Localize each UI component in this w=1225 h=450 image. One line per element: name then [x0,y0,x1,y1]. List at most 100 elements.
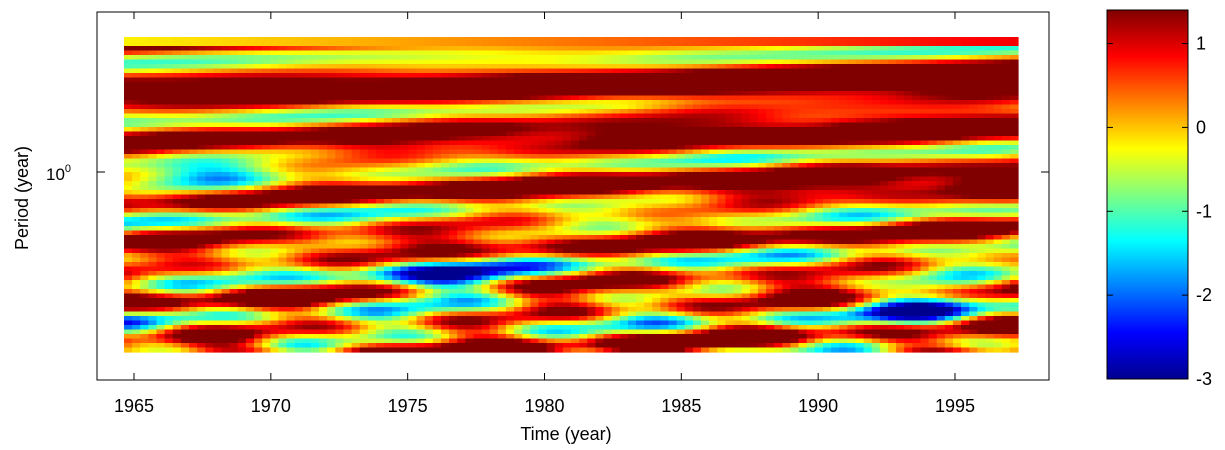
heatmap-cell [887,181,897,187]
heatmap-cell [887,122,897,128]
heatmap-cell [969,145,978,151]
heatmap-cell [554,46,564,52]
heatmap-cell [416,50,426,56]
heatmap-cell [546,41,556,47]
heatmap-cell [400,91,410,97]
heatmap-cell [985,127,995,133]
heatmap-cell [351,221,361,227]
heatmap-cell [538,113,548,119]
heatmap-cell [351,46,361,52]
heatmap-cell [985,212,995,218]
heatmap-cell [286,235,296,241]
heatmap-cell [197,100,206,106]
heatmap-cell [221,140,231,146]
heatmap-cell [319,239,328,245]
heatmap-cell [262,235,271,241]
heatmap-cell [920,149,930,155]
heatmap-cell [871,104,881,110]
heatmap-cell [132,59,141,65]
heatmap-cell [774,50,783,56]
heatmap-cell [1001,190,1011,196]
heatmap-cell [156,46,166,52]
heatmap-cell [863,158,873,164]
heatmap-cell [969,176,978,182]
heatmap-cell [692,82,702,88]
heatmap-cell [652,203,661,209]
heatmap-cell [172,55,182,61]
heatmap-cell [327,154,336,160]
heatmap-cell [522,221,531,227]
heatmap-cell [896,100,905,106]
heatmap-cell [245,122,255,128]
heatmap-cell [936,55,946,61]
heatmap-cell [335,50,345,56]
heatmap-cell [587,122,596,128]
heatmap-cell [367,68,377,74]
heatmap-cell [432,37,442,43]
heatmap-cell [229,86,239,92]
heatmap-cell [489,55,499,61]
heatmap-cell [936,77,946,83]
heatmap-cell [473,163,483,169]
heatmap-cell [774,64,783,70]
heatmap-cell [814,100,824,106]
heatmap-cell [546,95,556,101]
heatmap-cell [904,221,913,227]
heatmap-cell [481,37,491,43]
heatmap-cell [733,167,743,173]
heatmap-cell [879,145,889,151]
heatmap-cell [432,118,442,124]
heatmap-cell [798,235,808,241]
heatmap-cell [505,55,515,61]
heatmap-cell [197,41,206,47]
heatmap-cell [554,59,564,65]
heatmap-cell [229,235,239,241]
heatmap-cell [587,46,596,52]
heatmap-cell [814,208,824,214]
heatmap-cell [440,154,450,160]
heatmap-cell [440,149,450,155]
heatmap-cell [636,208,645,214]
heatmap-cell [440,122,450,128]
heatmap-cell [944,118,954,124]
heatmap-cell [465,46,475,52]
heatmap-cell [546,203,556,209]
heatmap-cell [636,104,645,110]
heatmap-cell [481,203,491,209]
heatmap-cell [335,68,345,74]
heatmap-cell [400,230,410,236]
heatmap-cell [912,149,922,155]
heatmap-cell [172,136,182,142]
heatmap-cell [692,64,702,70]
heatmap-cell [904,212,913,218]
heatmap-cell [952,226,962,232]
heatmap-cell [319,127,328,133]
heatmap-cell [920,55,930,61]
heatmap-cell [392,82,401,88]
heatmap-cell [327,208,336,214]
heatmap-cell [920,131,930,137]
heatmap-cell [140,154,149,160]
heatmap-cell [611,46,621,52]
heatmap-cell [993,230,1003,236]
heatmap-cell [343,194,353,200]
heatmap-cell [189,86,198,92]
heatmap-cell [709,199,718,205]
heatmap-cell [571,50,580,56]
heatmap-cell [766,163,775,169]
heatmap-cell [579,235,588,241]
heatmap-cell [522,158,531,164]
heatmap-cell [335,167,345,173]
heatmap-cell [432,163,442,169]
heatmap-cell [327,181,336,187]
heatmap-cell [522,163,531,169]
heatmap-cell [1009,140,1019,146]
heatmap-cell [603,163,613,169]
heatmap-cell [270,230,280,236]
heatmap-cell [416,55,426,61]
heatmap-cell [814,212,824,218]
heatmap-cell [237,109,247,115]
heatmap-cell [148,64,158,70]
heatmap-cell [180,55,190,61]
heatmap-cell [319,217,328,223]
